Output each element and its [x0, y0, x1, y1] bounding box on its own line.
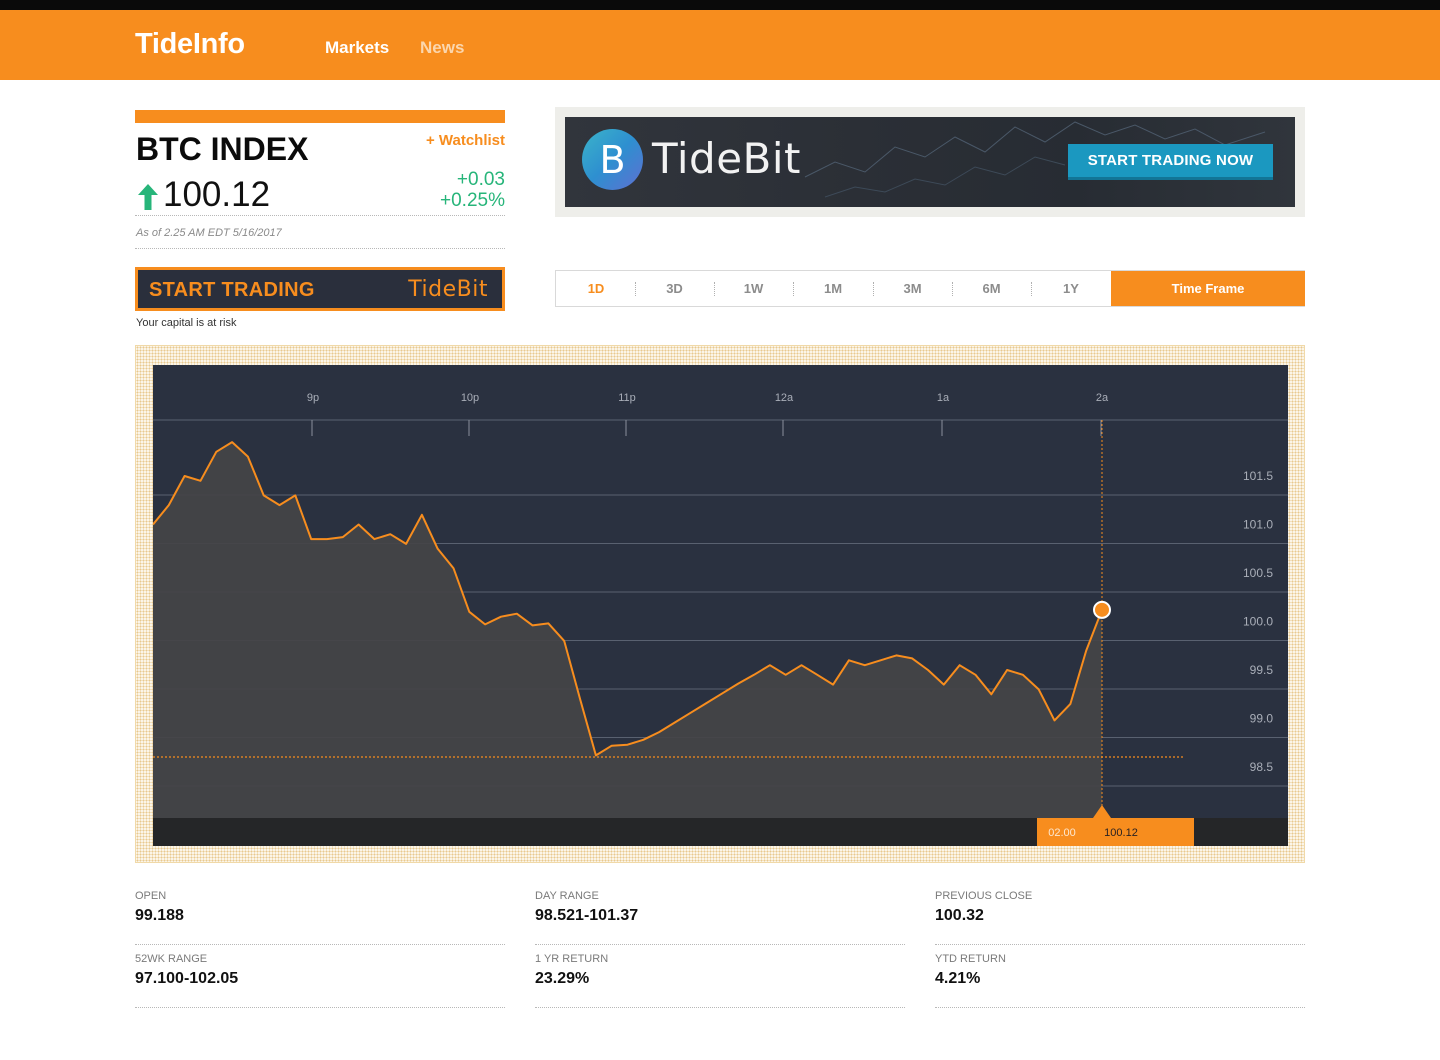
- stat-label: 52WK RANGE: [135, 953, 208, 965]
- x-tick-label: 12a: [775, 392, 794, 404]
- tidebit-badge-icon: B: [582, 129, 643, 190]
- tab-1d[interactable]: 1D: [587, 281, 605, 296]
- price-area: [153, 442, 1102, 818]
- arrow-up-icon: [138, 184, 158, 210]
- stat-label: DAY RANGE: [535, 890, 599, 902]
- current-price-marker: [1093, 600, 1111, 619]
- start-trading-label: START TRADING: [149, 279, 315, 301]
- stat-value: 98.521-101.37: [535, 907, 639, 924]
- x-tick-label: 2a: [1096, 392, 1109, 404]
- tidebit-wordmark: TideBit: [408, 277, 488, 302]
- crosshair-pointer: [1093, 805, 1111, 818]
- tab-1m[interactable]: 1M: [823, 281, 843, 296]
- x-tick-label: 9p: [307, 392, 319, 404]
- quote-price: 100.12: [163, 175, 271, 214]
- timeframe-tabs: 1D 3D 1W 1M 3M 6M 1Y Time Frame: [555, 270, 1305, 307]
- stat-open: OPEN 99.188: [135, 890, 505, 945]
- price-line: [153, 441, 1103, 757]
- stat-day-range: DAY RANGE 98.521-101.37: [535, 890, 905, 945]
- y-tick-label: 101.5: [1243, 469, 1273, 483]
- top-strip: [0, 0, 1440, 10]
- stat-1yr-return: 1 YR RETURN 23.29%: [535, 953, 905, 1008]
- badge-letter: B: [599, 138, 626, 182]
- quote-accent-bar: [135, 110, 505, 123]
- nav-news[interactable]: News: [420, 38, 465, 57]
- start-trading-now-button[interactable]: START TRADING NOW: [1068, 144, 1273, 180]
- risk-disclaimer: Your capital is at risk: [136, 317, 237, 329]
- site-logo[interactable]: TideInfo: [135, 28, 245, 60]
- stat-value: 4.21%: [935, 970, 981, 987]
- stat-ytd-return: YTD RETURN 4.21%: [935, 953, 1305, 1008]
- stat-value: 97.100-102.05: [135, 970, 239, 987]
- stat-value: 100.32: [935, 907, 984, 924]
- as-of-timestamp: As of 2.25 AM EDT 5/16/2017: [136, 227, 282, 239]
- tab-1w[interactable]: 1W: [743, 281, 764, 296]
- crosshair-readout: [1037, 818, 1194, 846]
- tab-1y[interactable]: 1Y: [1063, 281, 1079, 296]
- tab-divider: [793, 282, 794, 296]
- change-value: +0.03: [456, 169, 505, 190]
- tab-divider: [952, 282, 953, 296]
- readout-time: 02.00: [1048, 827, 1076, 839]
- stat-value: 23.29%: [535, 970, 590, 987]
- x-tick-label: 1a: [937, 392, 950, 404]
- stat-label: PREVIOUS CLOSE: [935, 890, 1033, 902]
- tab-divider: [714, 282, 715, 296]
- x-tick-label: 11p: [618, 392, 636, 404]
- stat-previous-close: PREVIOUS CLOSE 100.32: [935, 890, 1305, 945]
- tab-3m[interactable]: 3M: [903, 281, 922, 296]
- stat-label: OPEN: [135, 890, 167, 902]
- quote-title: BTC INDEX: [136, 131, 309, 167]
- nav-markets[interactable]: Markets: [325, 38, 390, 57]
- time-frame-dropdown[interactable]: Time Frame: [1111, 271, 1305, 306]
- stat-label: 1 YR RETURN: [535, 953, 609, 965]
- tidebit-banner-ad[interactable]: B TideBit START TRADING NOW: [565, 117, 1295, 207]
- change-percent: +0.25%: [440, 190, 505, 211]
- stat-52wk-range: 52WK RANGE 97.100-102.05: [135, 953, 505, 1008]
- y-tick-label: 100.0: [1243, 615, 1273, 629]
- tab-6m[interactable]: 6M: [982, 281, 1001, 296]
- header-bar: TideInfo Markets News: [0, 10, 1440, 80]
- y-tick-label: 99.0: [1250, 712, 1274, 726]
- readout-value: 100.12: [1104, 827, 1138, 839]
- ad-background-chart-lines: [804, 121, 1266, 198]
- add-watchlist-link[interactable]: + Watchlist: [425, 132, 505, 149]
- price-chart[interactable]: 9p 10p 11p 12a 1a 2a 101.5 101.0 100.5 100.0 99.5 9…: [153, 365, 1288, 846]
- start-trading-button[interactable]: START TRADING TideBit: [135, 267, 505, 311]
- y-tick-label: 99.5: [1250, 663, 1274, 677]
- start-trading-button-inner: START TRADING TideBit: [138, 270, 502, 308]
- divider: [135, 215, 505, 216]
- tab-3d[interactable]: 3D: [666, 281, 683, 296]
- divider: [135, 248, 505, 249]
- stat-value: 99.188: [135, 907, 184, 924]
- x-tick-label: 10p: [461, 392, 479, 404]
- y-tick-label: 100.5: [1243, 566, 1273, 580]
- quote-change: +0.03 +0.25%: [440, 169, 505, 211]
- tab-divider: [1031, 282, 1032, 296]
- stat-label: YTD RETURN: [935, 953, 1006, 965]
- tab-divider: [635, 282, 636, 296]
- tab-divider: [873, 282, 874, 296]
- y-tick-label: 101.0: [1243, 518, 1273, 532]
- y-tick-label: 98.5: [1250, 760, 1274, 774]
- ad-brand-name: TideBit: [652, 134, 801, 183]
